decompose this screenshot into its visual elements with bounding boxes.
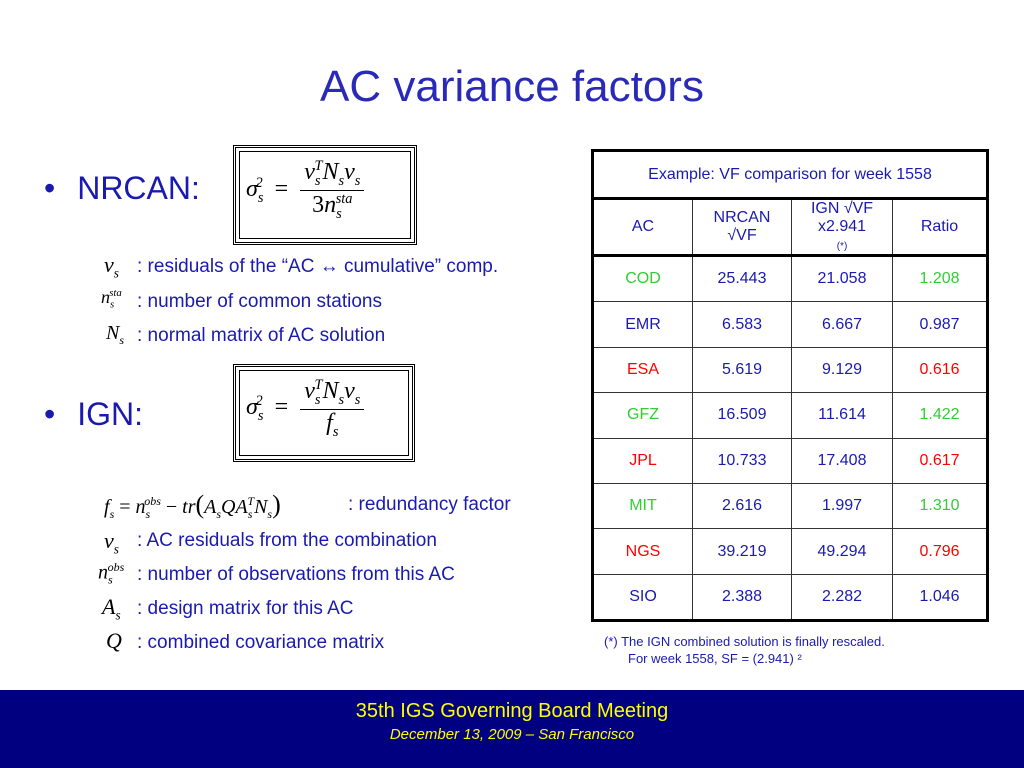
cell-ac: ESA <box>592 346 693 394</box>
ign-label: IGN: <box>77 396 143 432</box>
table-row: MIT 2.616 1.997 1.310 <box>592 482 988 530</box>
footer-title: 35th IGS Governing Board Meeting <box>355 700 669 722</box>
cell-ac: MIT <box>592 482 693 530</box>
header-nrcan: NRCAN √VF <box>692 198 792 257</box>
table-row: JPL 10.733 17.408 0.617 <box>592 437 988 484</box>
slide-title: AC variance factors <box>320 62 704 111</box>
cell-ac: JPL <box>592 437 693 484</box>
header-ratio: Ratio <box>892 198 988 257</box>
vf-comparison-table: Example: VF comparison for week 1558 AC … <box>591 149 989 623</box>
nrcan-equation-frame <box>239 151 411 239</box>
header-ign-text: IGN √VF x2.941 <box>810 200 874 235</box>
cell-nrcan-vf: 16.509 <box>692 392 792 439</box>
cell-ac: NGS <box>592 528 693 575</box>
definition-text: : number of observations from this AC <box>137 564 455 585</box>
cell-ratio: 1.310 <box>892 482 988 530</box>
footnote-line1: (*) The IGN combined solution is finally… <box>604 634 885 649</box>
cell-ign-vf: 17.408 <box>791 437 893 484</box>
footer-bar: 35th IGS Governing Board Meeting Decembe… <box>0 690 1024 768</box>
redundancy-equation: fs = nsobs − tr(AsQAsTNs) <box>104 490 281 521</box>
nrcan-equation-box: σs2 = vsTNsvs 3nssta <box>233 145 417 245</box>
table-header-row: AC NRCAN √VF IGN √VF x2.941 (*) Ratio <box>592 198 988 257</box>
cell-ac: EMR <box>592 301 693 348</box>
nrcan-label: NRCAN: <box>77 170 200 206</box>
bullet-dot: • <box>44 396 56 432</box>
cell-ac: GFZ <box>592 392 693 439</box>
definition-text: : design matrix for this AC <box>137 598 354 619</box>
cell-nrcan-vf: 6.583 <box>692 301 792 348</box>
cell-ac: SIO <box>592 573 693 622</box>
table-caption-row: Example: VF comparison for week 1558 <box>592 150 988 200</box>
definition-text: : residuals of the “AC ↔ cumulative” com… <box>137 256 499 277</box>
bullet-nrcan: • NRCAN: <box>44 170 200 207</box>
cell-ratio: 0.617 <box>892 437 988 484</box>
symbol-Ns: Ns <box>106 322 125 347</box>
cell-nrcan-vf: 39.219 <box>692 528 792 575</box>
table-row: NGS 39.219 49.294 0.796 <box>592 528 988 575</box>
symbol-As: As <box>102 594 121 623</box>
definition-text: : AC residuals from the combination <box>137 530 437 551</box>
cell-nrcan-vf: 25.443 <box>692 254 792 303</box>
cell-ign-vf: 1.997 <box>791 482 893 530</box>
ign-equation-box: σs2 = vsTNsvs fs <box>233 364 415 462</box>
table-row: EMR 6.583 6.667 0.987 <box>592 301 988 348</box>
ign-equation-frame <box>239 370 409 456</box>
cell-ac: COD <box>592 254 693 303</box>
cell-ratio: 1.046 <box>892 573 988 622</box>
cell-nrcan-vf: 2.388 <box>692 573 792 622</box>
header-ign: IGN √VF x2.941 (*) <box>791 198 893 257</box>
footnote-line2: For week 1558, SF = (2.941) ² <box>628 651 802 666</box>
table-row: ESA 5.619 9.129 0.616 <box>592 346 988 394</box>
cell-ign-vf: 11.614 <box>791 392 893 439</box>
header-nrcan-text: NRCAN √VF <box>713 209 771 244</box>
table-footnote: (*) The IGN combined solution is finally… <box>604 633 885 667</box>
table-row: COD 25.443 21.058 1.208 <box>592 254 988 303</box>
cell-ign-vf: 9.129 <box>791 346 893 394</box>
cell-ratio: 1.208 <box>892 254 988 303</box>
definition-text: : combined covariance matrix <box>137 632 385 653</box>
cell-ratio: 1.422 <box>892 392 988 439</box>
ign-equation: σs2 = vsTNsvs fs <box>246 377 365 441</box>
header-ac: AC <box>592 198 693 257</box>
table-caption: Example: VF comparison for week 1558 <box>592 150 988 200</box>
table-row: SIO 2.388 2.282 1.046 <box>592 573 988 622</box>
table-row: GFZ 16.509 11.614 1.422 <box>592 392 988 439</box>
table-body: COD 25.443 21.058 1.208 EMR 6.583 6.667 0.987 ES… <box>592 254 988 622</box>
definition-text: : number of common stations <box>137 291 382 312</box>
nrcan-equation: σs2 = vsTNsvs 3nssta <box>246 158 365 223</box>
bullet-ign: • IGN: <box>44 396 143 433</box>
symbol-vs: vs <box>104 252 119 281</box>
symbol-ns-sta: nssta <box>101 287 122 311</box>
cell-nrcan-vf: 10.733 <box>692 437 792 484</box>
cell-ratio: 0.796 <box>892 528 988 575</box>
symbol-ns-obs: nsobs <box>98 560 125 587</box>
cell-ratio: 0.987 <box>892 301 988 348</box>
cell-ign-vf: 2.282 <box>791 573 893 622</box>
symbol-Q: Q <box>106 628 122 653</box>
symbol-vs: vs <box>104 528 119 557</box>
cell-ign-vf: 49.294 <box>791 528 893 575</box>
cell-ign-vf: 21.058 <box>791 254 893 303</box>
cell-ratio: 0.616 <box>892 346 988 394</box>
cell-nrcan-vf: 5.619 <box>692 346 792 394</box>
definition-text: : redundancy factor <box>348 494 511 515</box>
bullet-dot: • <box>44 170 56 206</box>
cell-nrcan-vf: 2.616 <box>692 482 792 530</box>
cell-ign-vf: 6.667 <box>791 301 893 348</box>
footer-subtitle: December 13, 2009 – San Francisco <box>389 726 635 743</box>
header-ign-note: (*) <box>836 241 848 252</box>
definition-text: : normal matrix of AC solution <box>137 325 386 346</box>
